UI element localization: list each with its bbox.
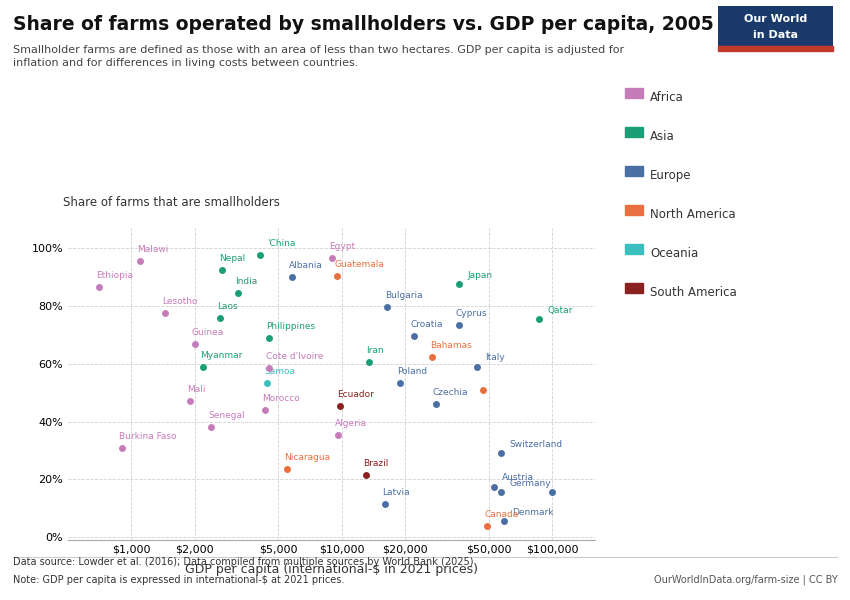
Point: [359, 470, 372, 480]
Text: Europe: Europe: [650, 169, 692, 182]
Point: [452, 320, 466, 329]
Text: Bulgaria: Bulgaria: [385, 292, 422, 301]
Point: [470, 362, 484, 371]
Text: Poland: Poland: [398, 367, 428, 376]
Point: [92, 283, 105, 292]
Point: [487, 482, 501, 491]
Text: Share of farms operated by smallholders vs. GDP per capita, 2005: Share of farms operated by smallholders …: [13, 15, 713, 34]
Point: [215, 265, 229, 275]
Point: [362, 358, 376, 367]
Text: Ethiopia: Ethiopia: [96, 271, 133, 280]
Point: [426, 352, 439, 361]
Text: Albania: Albania: [289, 261, 323, 270]
Text: Guatemala: Guatemala: [334, 260, 384, 269]
Text: Japan: Japan: [467, 271, 492, 280]
Point: [480, 521, 494, 530]
Text: North America: North America: [650, 208, 736, 221]
Text: Data source: Lowder et al. (2016); Data compiled from multiple sources by World : Data source: Lowder et al. (2016); Data …: [13, 557, 473, 567]
Point: [330, 271, 343, 280]
Text: South America: South America: [650, 286, 737, 299]
Point: [258, 405, 271, 415]
Text: in Data: in Data: [753, 30, 798, 40]
Text: Nicaragua: Nicaragua: [284, 453, 331, 462]
Text: Oceania: Oceania: [650, 247, 699, 260]
Text: Czechia: Czechia: [433, 388, 468, 397]
Point: [188, 339, 201, 349]
Point: [452, 280, 466, 289]
Point: [133, 256, 147, 266]
Text: Qatar: Qatar: [547, 306, 573, 315]
Text: Austria: Austria: [502, 473, 535, 482]
Text: Morocco: Morocco: [262, 394, 299, 403]
Text: 'China: 'China: [267, 239, 296, 248]
Text: Italy: Italy: [485, 353, 505, 362]
Point: [115, 443, 128, 452]
Point: [196, 362, 210, 371]
Point: [280, 464, 294, 474]
Text: Brazil: Brazil: [363, 459, 388, 468]
Point: [545, 488, 558, 497]
Text: Switzerland: Switzerland: [509, 440, 562, 449]
Point: [394, 378, 407, 388]
Text: Canada: Canada: [484, 509, 518, 518]
Text: Iran: Iran: [366, 346, 384, 355]
Text: Our World: Our World: [744, 14, 808, 23]
Text: Share of farms that are smallholders: Share of farms that are smallholders: [63, 196, 280, 209]
Text: Lesotho: Lesotho: [162, 297, 198, 306]
Point: [332, 430, 345, 439]
Text: Ecuador: Ecuador: [337, 390, 374, 399]
Point: [205, 422, 218, 432]
Point: [494, 488, 507, 497]
Point: [158, 308, 172, 318]
Point: [260, 378, 274, 388]
Point: [231, 288, 245, 298]
Point: [326, 254, 339, 263]
Point: [407, 332, 421, 341]
Text: Smallholder farms are defined as those with an area of less than two hectares. G: Smallholder farms are defined as those w…: [13, 45, 624, 68]
Text: Cyprus: Cyprus: [456, 309, 487, 318]
Text: Senegal: Senegal: [208, 412, 245, 421]
Text: Asia: Asia: [650, 130, 675, 143]
Text: Burkina Faso: Burkina Faso: [119, 431, 177, 440]
Text: Croatia: Croatia: [411, 320, 444, 329]
Point: [333, 401, 347, 410]
Text: Mali: Mali: [187, 385, 206, 394]
Text: Philippines: Philippines: [266, 322, 315, 331]
Bar: [718, 46, 833, 51]
Point: [378, 499, 392, 509]
Point: [285, 272, 298, 282]
Point: [497, 517, 511, 526]
Point: [381, 302, 394, 312]
Text: Africa: Africa: [650, 91, 684, 104]
Text: Myanmar: Myanmar: [201, 351, 243, 360]
Point: [213, 313, 227, 322]
Point: [253, 251, 267, 260]
Text: Bahamas: Bahamas: [429, 341, 472, 350]
Text: Algeria: Algeria: [335, 419, 367, 428]
Text: Egypt: Egypt: [329, 242, 355, 251]
Text: Nepal: Nepal: [219, 254, 246, 263]
Text: India: India: [235, 277, 257, 286]
X-axis label: GDP per capita (international-$ in 2021 prices): GDP per capita (international-$ in 2021 …: [185, 563, 478, 576]
Text: Latvia: Latvia: [382, 488, 410, 497]
Text: Denmark: Denmark: [513, 508, 553, 517]
Point: [476, 385, 490, 395]
Point: [183, 397, 196, 406]
Point: [429, 400, 443, 409]
Point: [494, 449, 507, 458]
Point: [262, 333, 275, 343]
Text: Guinea: Guinea: [192, 328, 224, 337]
Text: Note: GDP per capita is expressed in international-$ at 2021 prices.: Note: GDP per capita is expressed in int…: [13, 575, 344, 585]
Text: OurWorldInData.org/farm-size | CC BY: OurWorldInData.org/farm-size | CC BY: [654, 575, 837, 585]
Text: Malawi: Malawi: [137, 245, 168, 254]
Text: Germany: Germany: [509, 479, 551, 488]
Point: [533, 314, 547, 324]
Text: Samoa: Samoa: [264, 367, 295, 376]
Point: [262, 364, 275, 373]
Text: Laos: Laos: [218, 302, 238, 311]
Text: Cote d'Ivoire: Cote d'Ivoire: [266, 352, 323, 361]
